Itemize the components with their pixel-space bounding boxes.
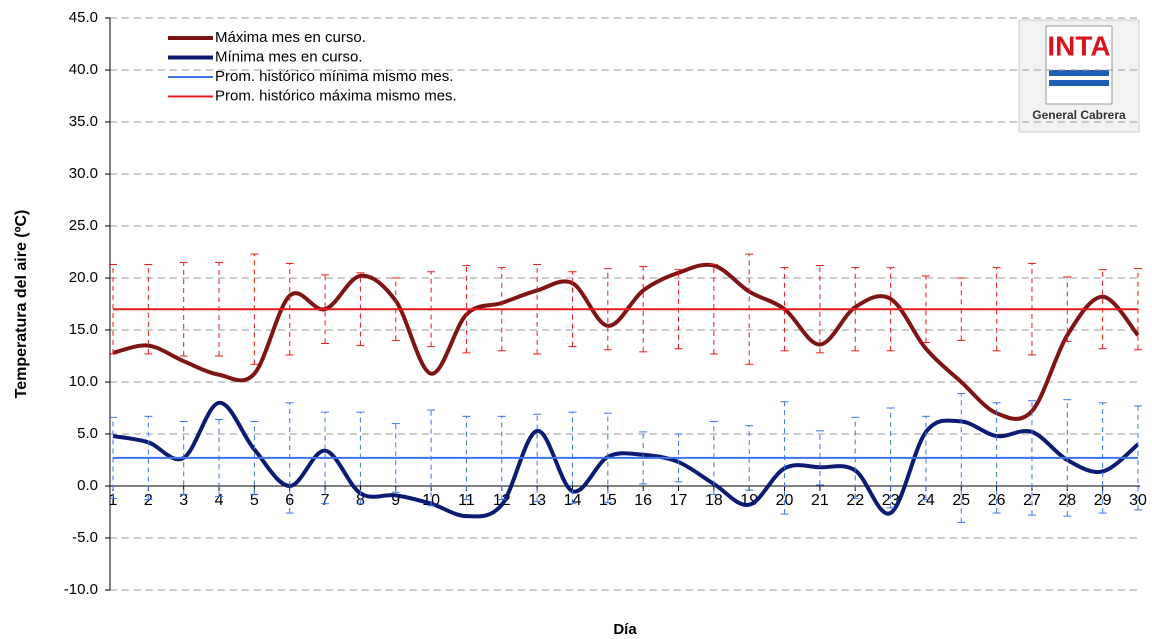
x-axis-label: Día [613,621,637,638]
error-bar [639,431,648,485]
x-tick-label: 11 [458,492,475,509]
error-bar [497,415,506,501]
legend-label: Máxima mes en curso. [215,29,366,46]
logo-text: INTA [1047,30,1110,61]
legend-label: Prom. histórico mínima mismo mes. [215,68,453,85]
error-bar [780,267,789,352]
x-tick-label: 22 [846,492,864,509]
error-bar [497,267,506,352]
error-bar [709,263,718,355]
error-bar [1063,276,1072,342]
error-bar [144,415,153,501]
legend-label: Prom. histórico máxima mismo mes. [215,87,457,104]
error-bar [1134,405,1142,511]
error-bar [674,433,683,483]
error-bar [603,412,612,504]
x-tick-label: 28 [1058,492,1076,509]
logo-caption: General Cabrera [1032,108,1126,122]
y-tick-label: 30.0 [69,165,98,182]
x-tick-label: 4 [215,492,224,509]
x-tick-label: 2 [144,492,153,509]
y-tick-label: 5.0 [77,425,98,442]
error-bar [533,263,542,355]
y-axis-label: Temperatura del aire (ºC) [13,210,30,399]
error-bar [462,265,471,354]
logo-frame [1045,25,1113,105]
y-tick-label: -10.0 [64,581,98,598]
y-tick-label: 15.0 [69,321,98,338]
logo-stripe [1049,70,1109,76]
x-tick-label: 9 [391,492,400,509]
error-bar [109,263,117,355]
error-bar [921,275,930,343]
series-line [112,262,1140,421]
x-tick-label: 3 [179,492,188,509]
error-bar [851,267,860,352]
error-bar [886,267,895,352]
x-tick-label: 27 [1023,492,1041,509]
y-tick-label: 25.0 [69,217,98,234]
error-bar [321,274,330,345]
y-tick-label: -5.0 [72,529,98,546]
logo-stripe [1049,80,1109,86]
y-tick-label: 10.0 [69,373,98,390]
x-tick-label: 17 [670,492,688,509]
y-tick-label: 20.0 [69,269,98,286]
x-tick-label: 5 [250,492,259,509]
error-bar [921,415,930,501]
y-tick-label: 35.0 [69,113,98,130]
x-tick-label: 21 [811,492,829,509]
legend-label: Mínima mes en curso. [215,48,363,65]
error-bar [144,263,153,355]
error-bar [992,267,1001,352]
error-bar [815,265,824,354]
y-tick-label: 40.0 [69,61,98,78]
y-tick-label: 45.0 [69,9,98,26]
y-tick-label: 0.0 [77,477,98,494]
x-tick-label: 24 [917,492,935,509]
error-bar [639,266,648,353]
x-tick-label: 1 [109,492,118,509]
logo: INTA General Cabrera [1018,19,1140,133]
x-tick-label: 16 [634,492,652,509]
error-bar [533,413,542,503]
error-bar [462,415,471,501]
error-bar [745,425,754,491]
error-bar [391,423,400,493]
x-tick-label: 18 [705,492,723,509]
